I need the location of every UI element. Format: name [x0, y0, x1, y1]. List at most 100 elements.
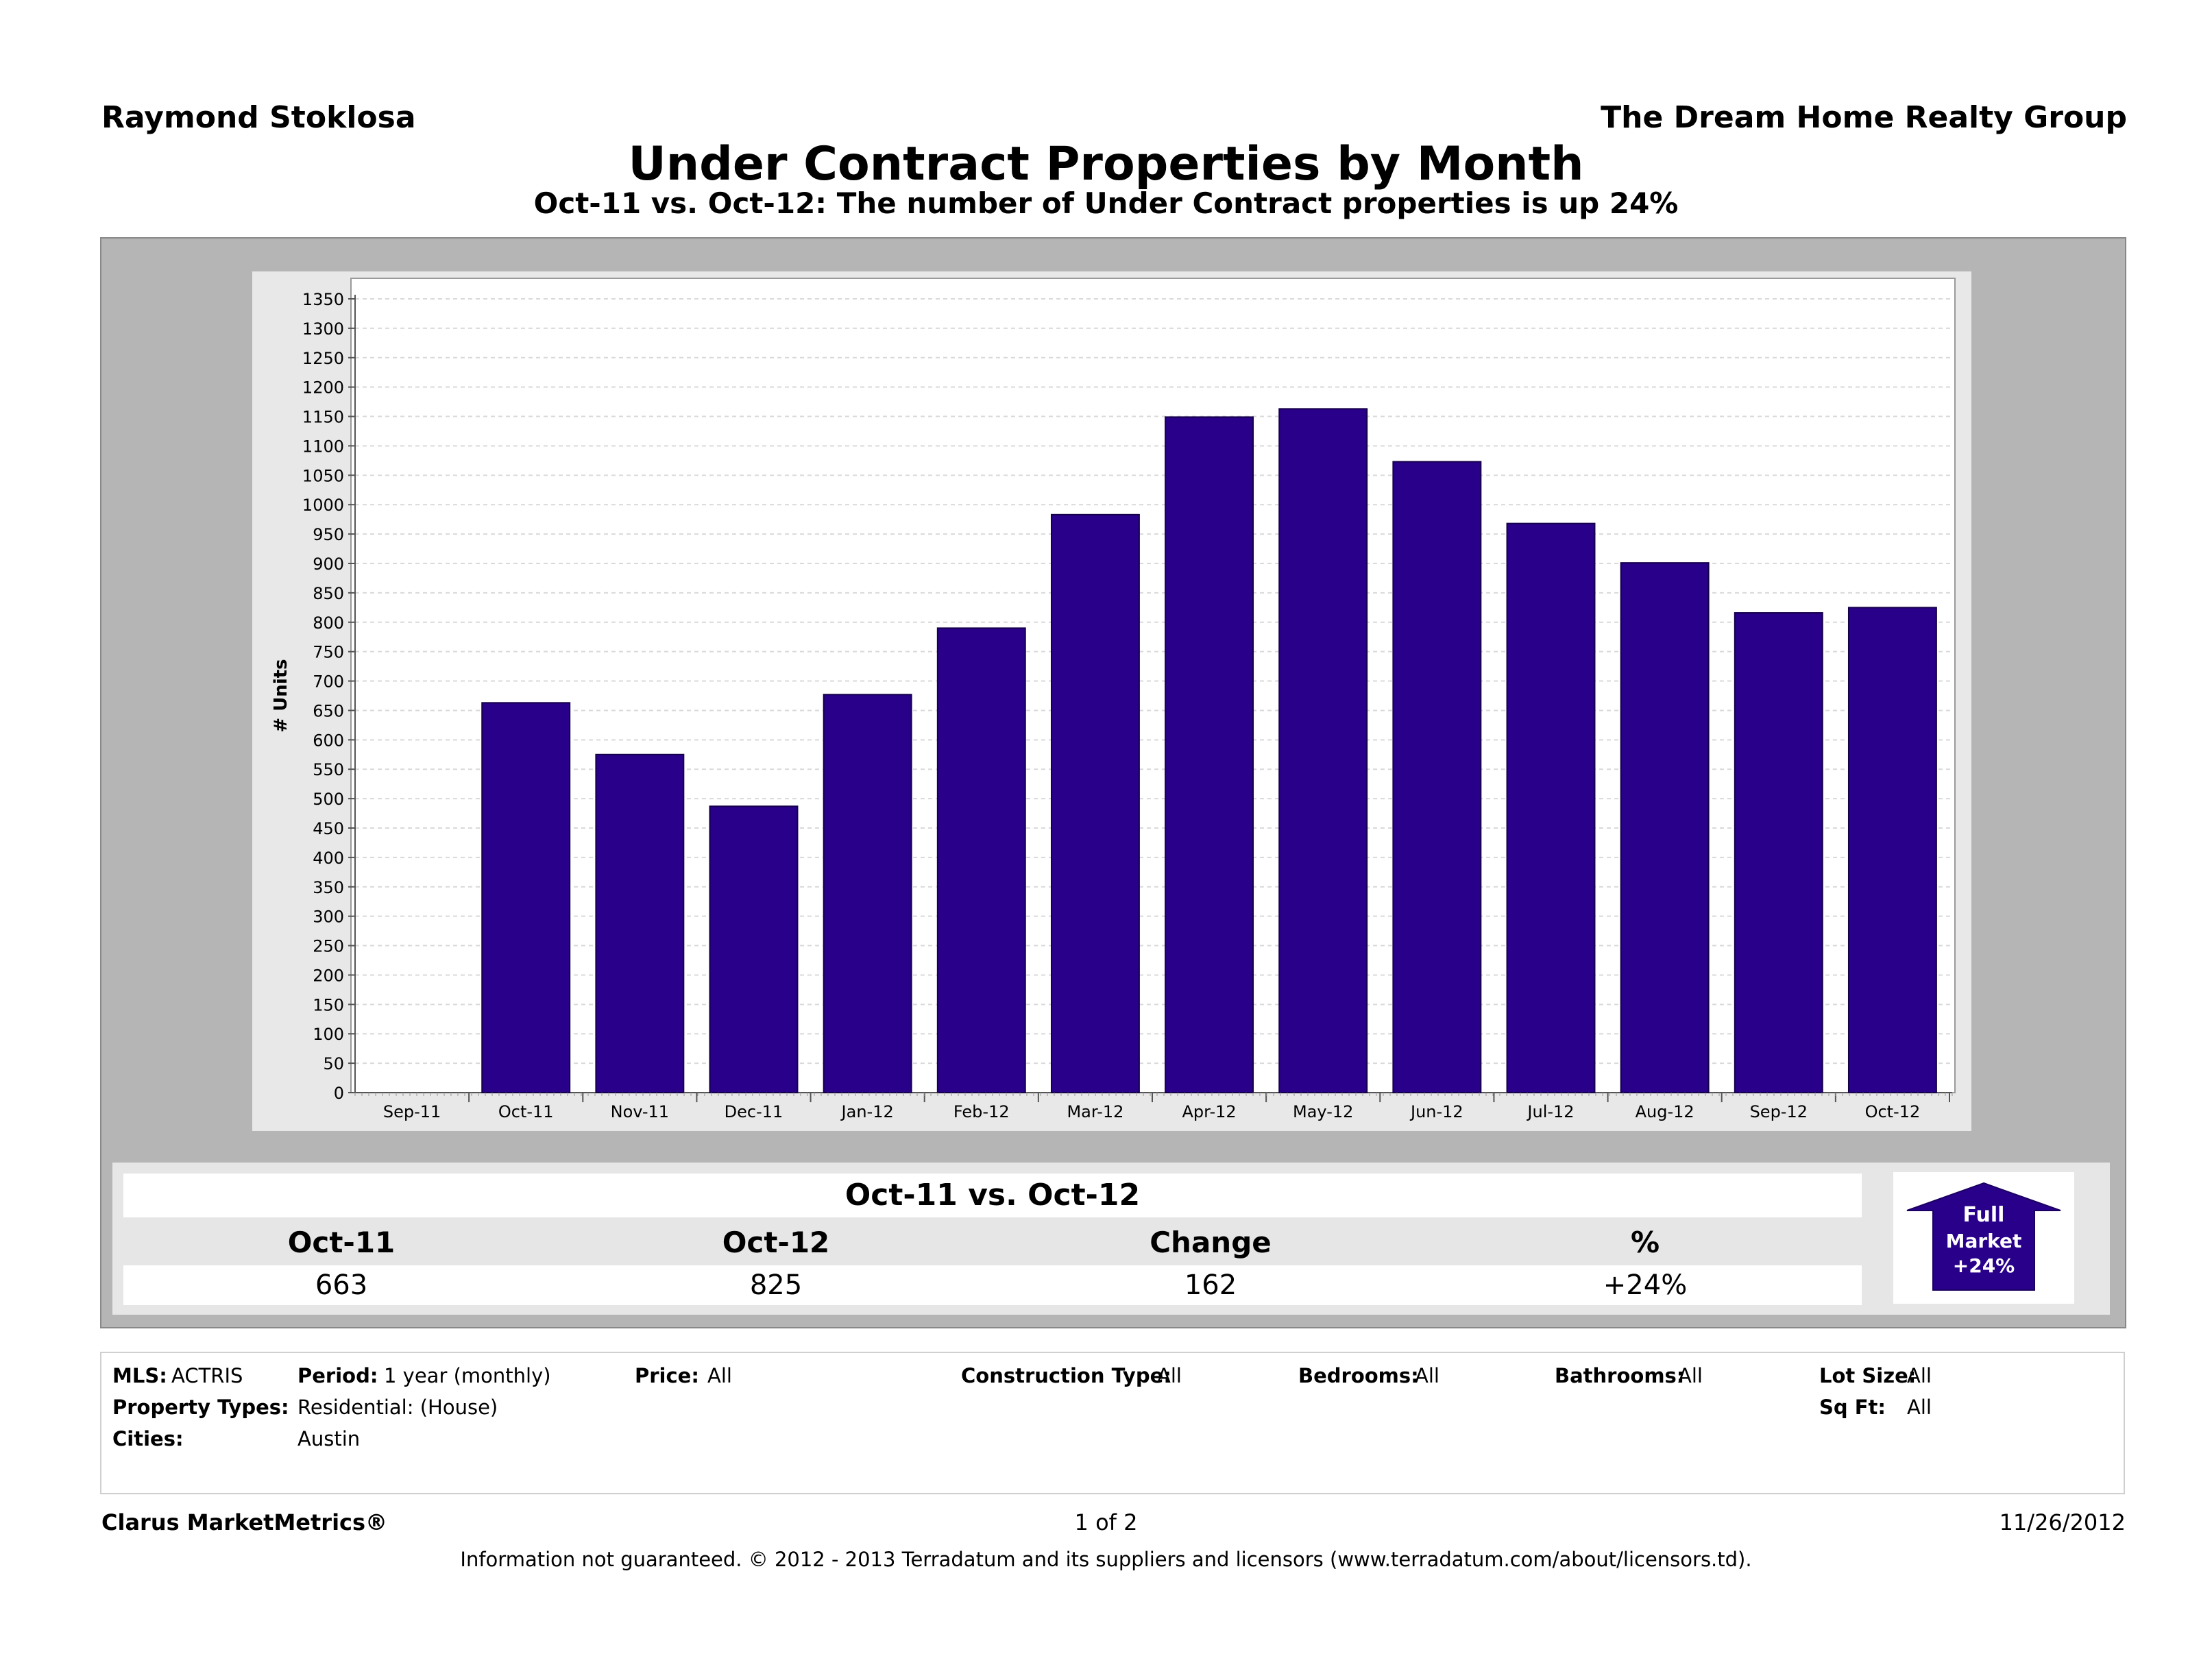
y-tick-label: 1050	[302, 466, 344, 485]
x-tick-label: Mar-12	[1067, 1102, 1123, 1121]
period-label: Period:	[297, 1364, 378, 1387]
filter-criteria: MLS: ACTRIS Period: 1 year (monthly) Pri…	[100, 1352, 2125, 1494]
x-tick-label: Apr-12	[1182, 1102, 1236, 1121]
badge-line1: Full	[1963, 1203, 2005, 1227]
legal-notice: Information not guaranteed. © 2012 - 201…	[460, 1548, 1752, 1571]
cities-label: Cities:	[112, 1427, 184, 1450]
bathrooms-value: All	[1678, 1364, 1703, 1387]
period-value: 1 year (monthly)	[384, 1364, 551, 1387]
badge-line2: Market	[1946, 1230, 2022, 1252]
y-tick-label: 650	[313, 701, 344, 720]
lotsize-value: All	[1907, 1364, 1932, 1387]
x-tick-label: Oct-12	[1865, 1102, 1921, 1121]
market-badge: Full Market +24%	[1893, 1172, 2074, 1304]
summary-val-oct12: 825	[749, 1269, 803, 1301]
bar-oct-12	[1847, 607, 1937, 1094]
page-number: 1 of 2	[1074, 1509, 1138, 1535]
mls-label: MLS:	[112, 1364, 167, 1387]
summary-val-change: 162	[1184, 1269, 1237, 1301]
construction-label: Construction Type:	[961, 1364, 1171, 1387]
y-tick-label: 0	[334, 1084, 344, 1103]
construction-value: All	[1157, 1364, 1182, 1387]
y-tick-label: 400	[313, 849, 344, 868]
x-tick-label: Jun-12	[1409, 1102, 1463, 1121]
bar-jul-12	[1506, 522, 1596, 1094]
summary-col-change: Change	[1150, 1226, 1272, 1259]
chart-title: Under Contract Properties by Month	[628, 137, 1584, 191]
y-tick-label: 1150	[302, 408, 344, 427]
summary-panel: Oct-11 vs. Oct-12 Oct-11 Oct-12 Change %…	[112, 1163, 2110, 1315]
y-tick-label: 300	[313, 908, 344, 927]
bar-may-12	[1278, 408, 1368, 1094]
property-types-value: Residential: (House)	[297, 1396, 498, 1419]
y-tick-label: 550	[313, 760, 344, 779]
summary-col-percent: %	[1630, 1226, 1660, 1259]
bar-jan-12	[823, 694, 912, 1093]
sqft-value: All	[1907, 1396, 1932, 1419]
chart-subtitle: Oct-11 vs. Oct-12: The number of Under C…	[533, 186, 1679, 220]
bedrooms-value: All	[1415, 1364, 1439, 1387]
bar-feb-12	[936, 627, 1026, 1093]
footer-brand: Clarus MarketMetrics®	[101, 1509, 388, 1535]
bar-jun-12	[1392, 461, 1482, 1093]
bar-mar-12	[1050, 513, 1140, 1093]
y-tick-label: 100	[313, 1025, 344, 1044]
report-date: 11/26/2012	[1999, 1509, 2126, 1535]
bar-aug-12	[1620, 562, 1710, 1093]
y-tick-label: 1250	[302, 349, 344, 368]
bar-apr-12	[1165, 416, 1254, 1093]
price-label: Price:	[635, 1364, 699, 1387]
y-tick-label: 1100	[302, 437, 344, 456]
agent-name: Raymond Stoklosa	[101, 100, 416, 135]
x-tick-label: Feb-12	[953, 1102, 1010, 1121]
y-tick-label: 600	[313, 731, 344, 750]
x-tick-label: Aug-12	[1636, 1102, 1694, 1121]
property-types-label: Property Types:	[112, 1396, 289, 1419]
x-tick-label: Sep-11	[383, 1102, 441, 1121]
price-value: All	[707, 1364, 732, 1387]
up-arrow-icon: Full Market +24%	[1906, 1182, 2061, 1291]
bar-chart: 0 50 100 150 200 250 300 350 400 450 500 550 600 650 7…	[271, 278, 1956, 1121]
y-tick-label: 1350	[302, 290, 344, 309]
x-tick-label: May-12	[1293, 1102, 1353, 1121]
sqft-label: Sq Ft:	[1819, 1396, 1886, 1419]
bar-nov-11	[595, 753, 685, 1093]
x-tick-label: Sep-12	[1750, 1102, 1808, 1121]
y-tick-label: 750	[313, 643, 344, 662]
y-tick-label: 200	[313, 966, 344, 985]
summary-values-row	[123, 1265, 1862, 1305]
y-tick-label: 950	[313, 525, 344, 544]
x-tick-label: Nov-11	[611, 1102, 669, 1121]
summary-val-percent: +24%	[1603, 1269, 1688, 1301]
y-tick-label: 50	[323, 1054, 344, 1073]
bar-sep-12	[1734, 612, 1823, 1093]
summary-col-oct11: Oct-11	[287, 1226, 396, 1259]
y-tick-label: 700	[313, 672, 344, 692]
y-tick-label: 350	[313, 878, 344, 897]
y-tick-label: 1300	[302, 319, 344, 339]
y-tick-label: 250	[313, 937, 344, 956]
mls-value: ACTRIS	[171, 1364, 243, 1387]
y-tick-label: 900	[313, 555, 344, 574]
bathrooms-label: Bathrooms:	[1555, 1364, 1685, 1387]
summary-heading: Oct-11 vs. Oct-12	[123, 1174, 1862, 1217]
y-tick-label: 450	[313, 819, 344, 838]
y-axis-label: # Units	[271, 659, 291, 732]
plot-area	[350, 278, 1956, 1093]
bar-oct-11	[481, 702, 571, 1093]
y-tick-label: 1000	[302, 496, 344, 515]
lotsize-label: Lot Size:	[1819, 1364, 1917, 1387]
x-tick-label: Jul-12	[1526, 1102, 1574, 1121]
x-tick-label: Oct-11	[498, 1102, 554, 1121]
bar-dec-11	[709, 805, 799, 1093]
y-tick-label: 150	[313, 995, 344, 1014]
company-name: The Dream Home Realty Group	[1601, 100, 2127, 135]
x-tick-label: Dec-11	[725, 1102, 783, 1121]
summary-col-oct12: Oct-12	[722, 1226, 830, 1259]
bedrooms-label: Bedrooms:	[1298, 1364, 1419, 1387]
y-tick-label: 800	[313, 613, 344, 633]
y-tick-label: 1200	[302, 378, 344, 398]
chart-panel: 0 50 100 150 200 250 300 350 400 450 500 550 600 650 7…	[252, 271, 1971, 1131]
badge-line3: +24%	[1953, 1254, 2015, 1277]
y-tick-label: 500	[313, 790, 344, 809]
